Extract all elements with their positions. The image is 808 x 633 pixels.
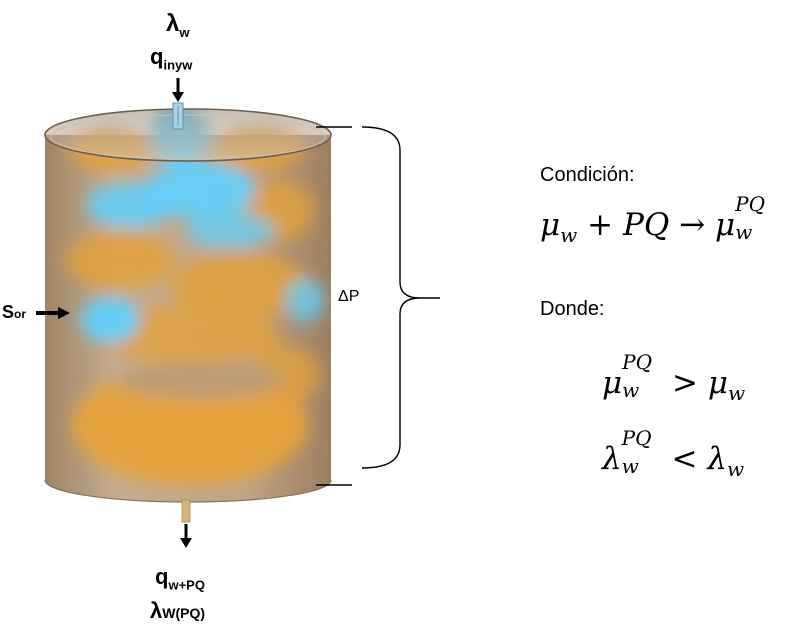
- mu-pq-subscript: w: [735, 219, 753, 244]
- mu-subscript: w: [560, 223, 578, 248]
- lambda-bottom-subscript: W(PQ): [162, 605, 206, 621]
- lambda-pq-subscript: w: [621, 453, 639, 478]
- equation-condition: μw + PQ → μ PQ w: [540, 194, 775, 248]
- mu-pq-subscript-2: w: [622, 377, 640, 402]
- lambda-w-top-label: λw: [166, 8, 189, 40]
- lambda-w-pq-label: λW(PQ): [150, 598, 205, 624]
- q-subscript: inyw: [163, 57, 193, 73]
- sor-main: S: [2, 302, 15, 322]
- lambda-pq-superscript: PQ: [621, 425, 652, 450]
- pressure-brace: [316, 126, 440, 486]
- mu-subscript-right: w: [728, 381, 746, 406]
- mu-pq-symbol: μ: [714, 207, 736, 243]
- q-w-pq-label: qw+PQ: [155, 564, 205, 592]
- q-symbol: q: [150, 44, 164, 69]
- mu-pq-symbol-2: μ: [602, 365, 623, 401]
- lambda-pq-symbol: λ: [602, 441, 622, 477]
- q-bottom-symbol: q: [155, 564, 169, 589]
- cylinder-top: [44, 108, 332, 162]
- sor-arrow: [36, 307, 70, 319]
- arrow-operator: →: [679, 207, 706, 243]
- sor-sub: or: [14, 307, 27, 321]
- sor-label: Sor: [2, 302, 26, 323]
- injection-arrow: [172, 78, 184, 102]
- outlet-pipe: [180, 499, 192, 548]
- mu-pq-superscript-2: PQ: [622, 349, 653, 374]
- fluid-distribution: [65, 109, 325, 485]
- pq-term: PQ: [622, 207, 670, 243]
- q-inyw-top-label: qinyw: [150, 44, 192, 72]
- lambda-symbol-right: λ: [707, 441, 728, 477]
- less-than-operator: <: [671, 441, 698, 477]
- q-bottom-subscript: w+PQ: [168, 577, 205, 593]
- mu-pq-superscript: PQ: [735, 191, 765, 216]
- condition-label: Condición:: [540, 164, 635, 186]
- mu-symbol: μ: [540, 207, 561, 243]
- lambda-subscript-right: w: [727, 457, 745, 482]
- inlet-marker: [172, 102, 184, 130]
- lambda-symbol: λ: [166, 10, 180, 37]
- where-label: Donde:: [540, 298, 605, 320]
- equation-mobility: λ PQ w < λw: [602, 428, 745, 482]
- lambda-subscript: w: [179, 24, 190, 40]
- lambda-bottom-symbol: λ: [150, 598, 163, 623]
- equation-viscosity: μ PQ w > μw: [602, 352, 746, 406]
- plus-operator: +: [587, 207, 614, 243]
- mu-symbol-right: μ: [707, 365, 729, 401]
- greater-than-operator: >: [672, 365, 698, 401]
- delta-p-label: ΔP: [338, 288, 360, 305]
